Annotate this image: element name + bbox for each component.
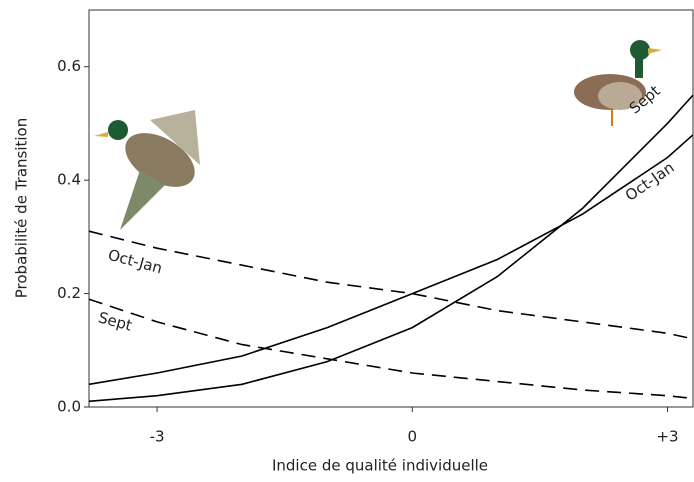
flying-duck bbox=[94, 110, 200, 230]
y-tick-label: 0.2 bbox=[57, 284, 81, 302]
x-tick-label: +3 bbox=[656, 428, 678, 446]
y-tick-label: 0.6 bbox=[57, 57, 81, 75]
y-tick-label: 0.4 bbox=[57, 171, 81, 189]
y-tick-label: 0.0 bbox=[57, 398, 81, 416]
x-tick-label: -3 bbox=[150, 428, 165, 446]
series-line bbox=[88, 298, 694, 400]
x-tick-label: 0 bbox=[407, 428, 417, 446]
series-line bbox=[88, 230, 694, 340]
plot-frame bbox=[88, 9, 694, 408]
series-line bbox=[88, 94, 694, 403]
y-axis-label: Probabilité de Transition bbox=[13, 118, 31, 298]
series-label: Oct-Jan bbox=[106, 246, 164, 278]
series-label: Sept bbox=[96, 308, 134, 334]
series-line bbox=[88, 134, 694, 386]
standing-duck bbox=[574, 40, 662, 126]
x-axis-label: Indice de qualité individuelle bbox=[272, 457, 488, 475]
